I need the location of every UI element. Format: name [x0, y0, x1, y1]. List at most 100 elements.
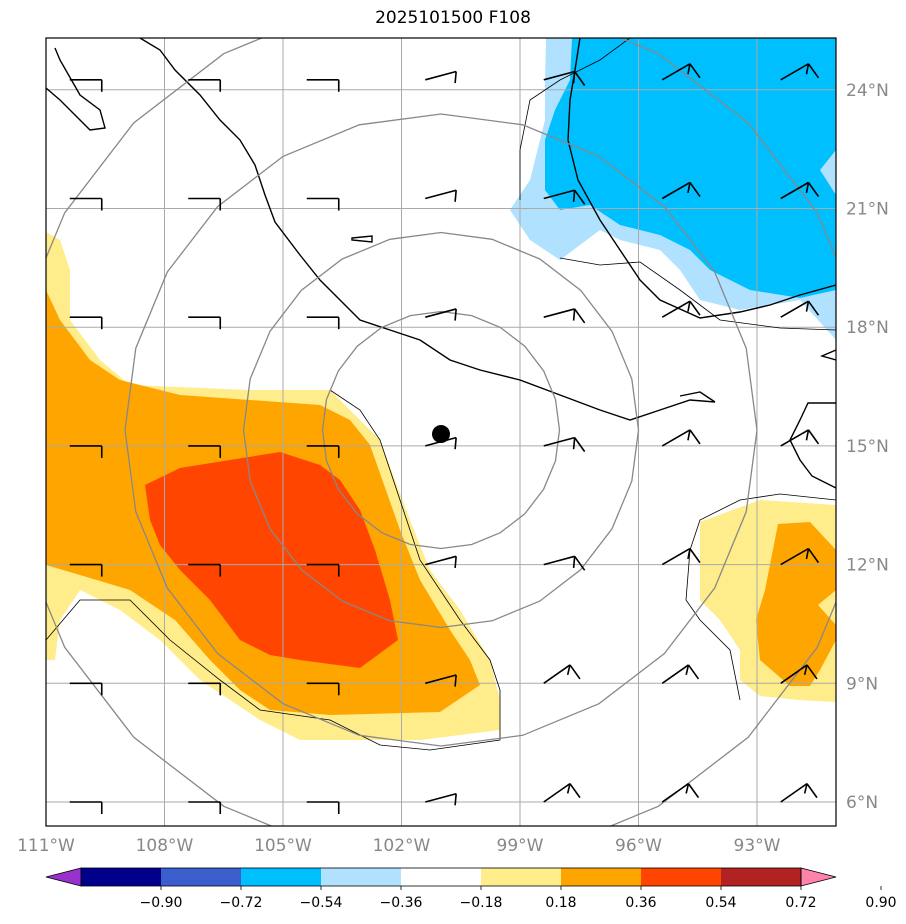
field-shading [46, 38, 836, 740]
lon-tick-label: 102°W [373, 836, 431, 856]
wind-barb [661, 547, 701, 566]
coastline-cuba-edge [819, 349, 836, 361]
colorbar-tick-label: 0.72 [785, 895, 816, 911]
coastline-campeche [679, 391, 716, 403]
lon-tick-label: 111°W [17, 836, 75, 856]
wind-barb [69, 563, 103, 577]
wind-barb [69, 197, 103, 211]
colorbar-segment [161, 868, 241, 886]
shade-positive-high-sw [145, 452, 398, 668]
wind-barb [543, 782, 581, 803]
contour-lines [46, 38, 836, 751]
wind-barb [425, 674, 457, 687]
colorbar-tick-label: −0.72 [220, 895, 263, 911]
colorbar-tick-label: 0.54 [705, 895, 736, 911]
colorbar-tick-label: 0.36 [625, 895, 656, 911]
shade-negative-mid [545, 38, 836, 298]
wind-barb [69, 79, 103, 92]
wind-barb [306, 197, 340, 211]
shade-positive-mid-se [756, 522, 836, 686]
lat-tick-label: 9°N [846, 674, 878, 694]
wind-barb [543, 555, 586, 571]
wind-barb [306, 682, 340, 696]
wind-barb [661, 429, 701, 447]
colorbar-segment [81, 868, 161, 886]
colorbar-tick-label: 0.90 [865, 895, 896, 911]
colorbar-segment [321, 868, 401, 886]
longitude-labels: 111°W 108°W 105°W 102°W 99°W 96°W 93°W [17, 836, 781, 856]
lat-tick-label: 15°N [846, 437, 889, 457]
range-ring [242, 231, 640, 629]
wind-barb [425, 792, 457, 806]
lat-tick-label: 24°N [846, 81, 889, 101]
wind-barb [425, 308, 457, 321]
wind-barb [306, 316, 340, 330]
colorbar-tick-label: −0.36 [380, 895, 423, 911]
wind-barb [425, 555, 457, 568]
colorbar-tick-label: 0.18 [545, 895, 576, 911]
wind-barb [69, 682, 103, 696]
colorbar-tick-label: −0.90 [140, 895, 183, 911]
colorbar-extend-max [800, 867, 837, 887]
wind-barb [780, 429, 820, 447]
colorbar-segment [721, 868, 801, 886]
colorbar-extend-min [45, 867, 82, 887]
wind-barb [661, 63, 701, 81]
wind-barb [543, 436, 586, 453]
lon-tick-label: 105°W [254, 836, 312, 856]
wind-barb [661, 300, 701, 318]
lon-tick-label: 99°W [497, 836, 544, 856]
wind-barb [188, 563, 222, 577]
coastline-baja [46, 47, 106, 131]
wind-barb [425, 189, 457, 202]
lon-tick-label: 108°W [136, 836, 194, 856]
wind-barb [188, 445, 222, 458]
lat-tick-label: 18°N [846, 318, 889, 338]
colorbar-tick-label: −0.54 [300, 895, 343, 911]
colorbar-outline [80, 867, 802, 887]
wind-barb [661, 782, 700, 803]
colorbar-segment [561, 868, 641, 886]
wind-barb [306, 563, 340, 577]
map-frame [45, 37, 837, 827]
map-title: 2025101500 F108 [375, 8, 531, 28]
wind-barb [543, 664, 581, 684]
wind-barb [661, 181, 701, 200]
wind-barb [543, 70, 586, 86]
wind-barb [188, 316, 222, 330]
colorbar-labels: −0.90 −0.72 −0.54 −0.36 −0.18 0.18 0.36 0.54 0.7… [140, 886, 897, 911]
lat-tick-label: 12°N [846, 556, 889, 576]
lat-tick-label: 21°N [846, 200, 889, 220]
wind-barb [780, 664, 818, 684]
range-ring [321, 310, 561, 550]
latitude-labels: 24°N 21°N 18°N 15°N 12°N 9°N 6°N [846, 81, 889, 813]
wind-barb [69, 445, 103, 458]
colorbar-segment [641, 868, 721, 886]
colorbar-segment [241, 868, 321, 886]
wind-barb [543, 308, 586, 324]
wind-barb [69, 316, 103, 330]
wind-barbs [69, 63, 820, 814]
wind-barb [780, 63, 820, 81]
wind-barb [425, 70, 457, 84]
wind-barb [780, 181, 820, 200]
wind-barb [780, 547, 820, 566]
coastline-small-island [351, 235, 373, 243]
wind-barb [306, 445, 340, 458]
lon-tick-label: 93°W [734, 836, 781, 856]
wind-barb [188, 801, 222, 814]
range-ring [124, 113, 758, 747]
wind-barb [188, 682, 222, 696]
wind-barb [306, 801, 340, 814]
colorbar-segment [401, 868, 481, 886]
lat-tick-label: 6°N [846, 793, 878, 813]
colorbar [45, 867, 837, 887]
wind-barb [306, 79, 340, 92]
coastline-mexico-pacific [139, 38, 716, 421]
wind-barb [188, 79, 222, 92]
lon-tick-label: 96°W [615, 836, 662, 856]
colorbar-segment [481, 868, 561, 886]
colorbar-tick-label: −0.18 [460, 895, 503, 911]
